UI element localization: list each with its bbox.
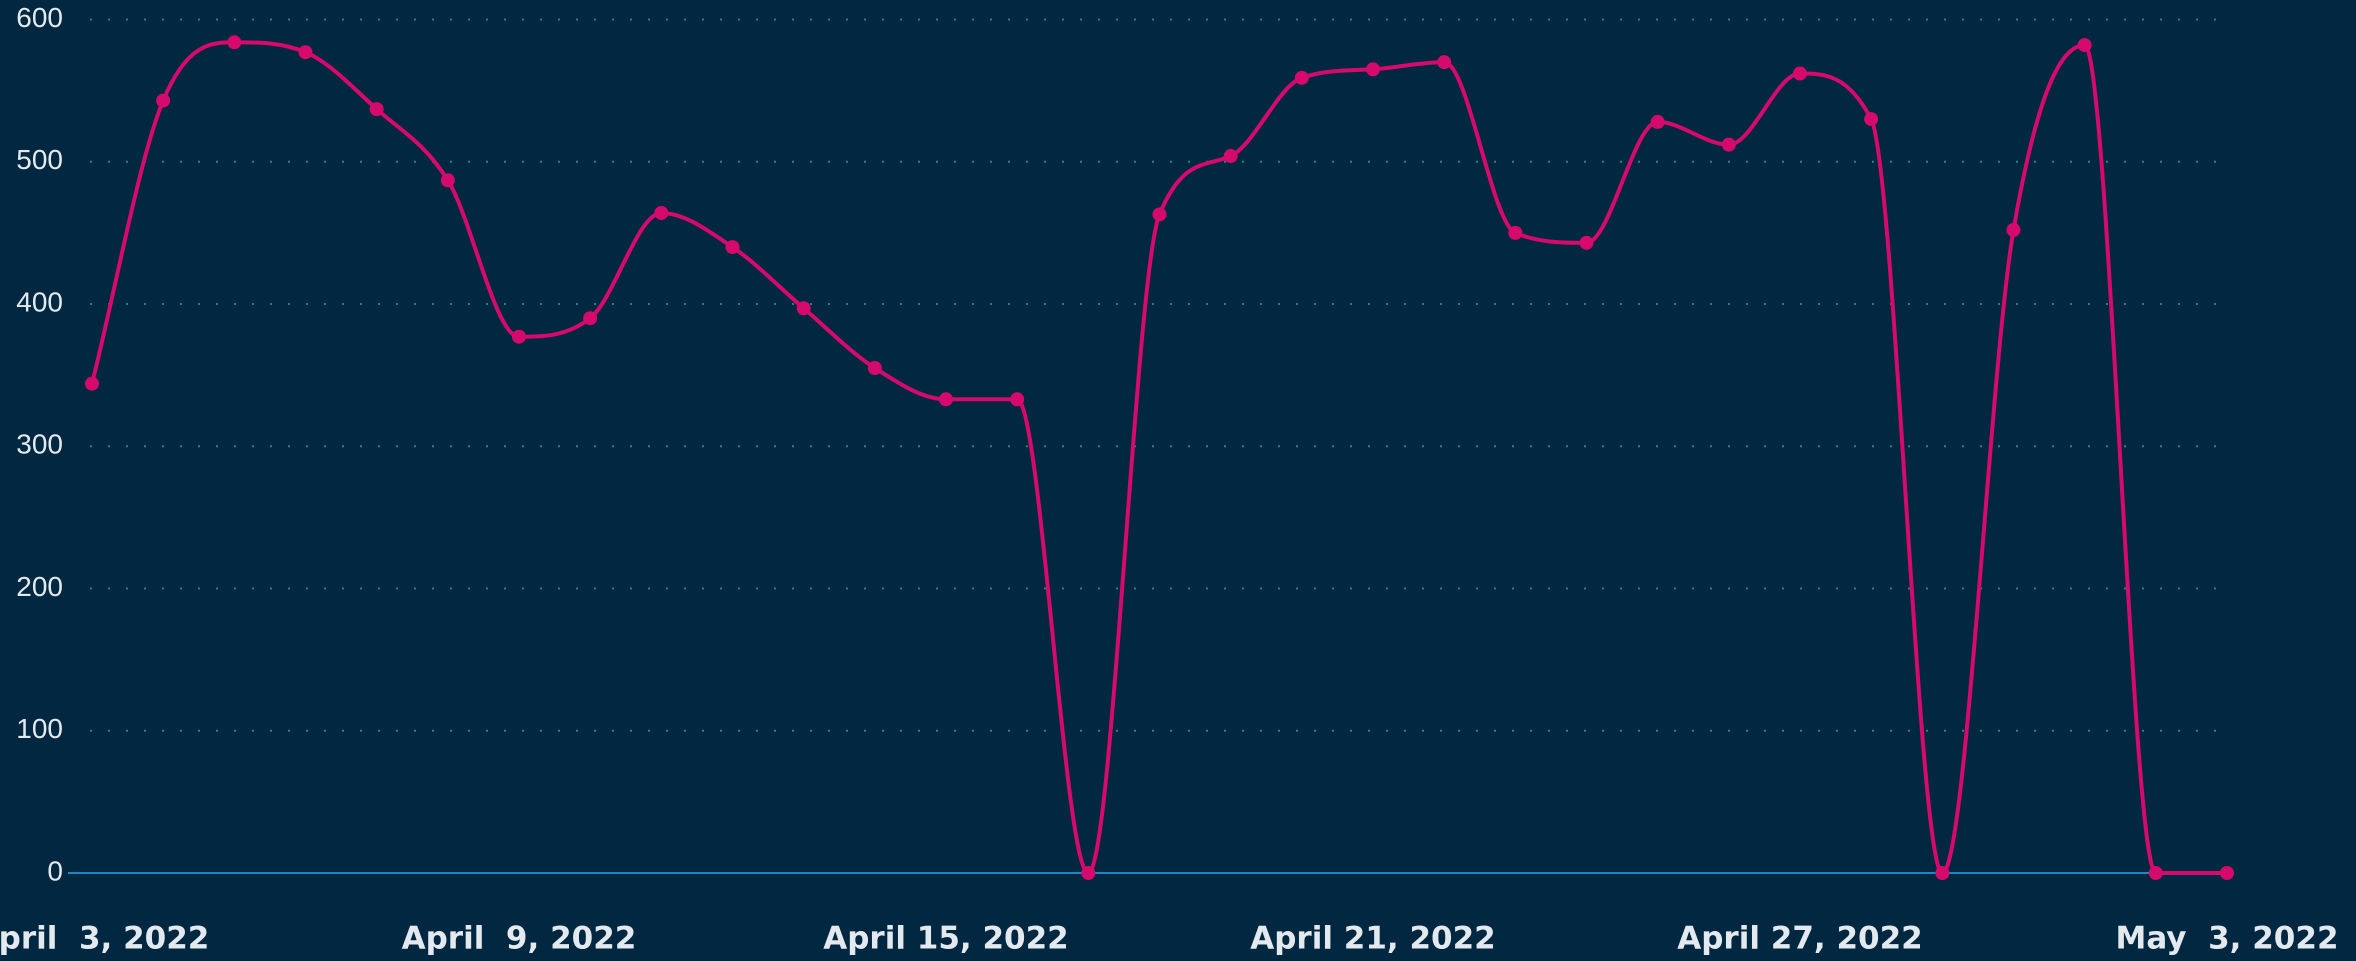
data-point: [1579, 235, 1594, 250]
data-point: [1935, 866, 1950, 880]
data-point: [654, 205, 669, 220]
y-tick-label: 600: [16, 2, 63, 33]
data-point: [2077, 38, 2092, 53]
data-point: [725, 240, 740, 255]
data-point: [796, 301, 811, 316]
y-tick-label: 200: [16, 571, 63, 602]
data-point: [1010, 392, 1025, 407]
y-tick-label: 100: [16, 713, 63, 744]
data-point: [298, 45, 313, 60]
y-tick-label: 400: [16, 286, 63, 317]
data-point: [227, 35, 242, 50]
x-tick-label: April 27, 2022: [1677, 921, 1923, 957]
data-point: [2006, 223, 2021, 238]
data-point: [2220, 866, 2234, 880]
data-point: [1366, 62, 1380, 77]
data-point: [867, 361, 882, 376]
x-tick-label: April 15, 2022: [823, 921, 1069, 957]
data-point: [156, 93, 171, 108]
data-point: [1223, 149, 1238, 164]
data-point: [1721, 137, 1736, 152]
data-point: [939, 392, 953, 407]
data-point: [512, 329, 526, 344]
data-point: [1864, 112, 1879, 127]
data-point: [2148, 866, 2163, 880]
data-point: [1437, 55, 1452, 70]
y-tick-label: 300: [16, 429, 63, 460]
data-point: [1294, 70, 1309, 85]
data-point: [369, 102, 384, 117]
y-tick-label: 500: [16, 144, 63, 175]
data-point: [1081, 866, 1096, 880]
data-point: [1793, 66, 1807, 81]
x-tick-label: April 9, 2022: [402, 921, 637, 957]
x-tick-label: May 3, 2022: [2115, 921, 2338, 957]
x-tick-label: April 3, 2022: [0, 921, 209, 957]
data-point: [1152, 207, 1167, 222]
data-point: [1650, 114, 1665, 129]
data-point: [583, 311, 598, 326]
y-tick-label: 0: [47, 855, 63, 886]
data-point: [1508, 225, 1523, 240]
data-point: [440, 173, 455, 188]
x-tick-label: April 21, 2022: [1250, 921, 1496, 957]
data-point: [85, 376, 99, 391]
series-line: [90, 40, 2227, 876]
